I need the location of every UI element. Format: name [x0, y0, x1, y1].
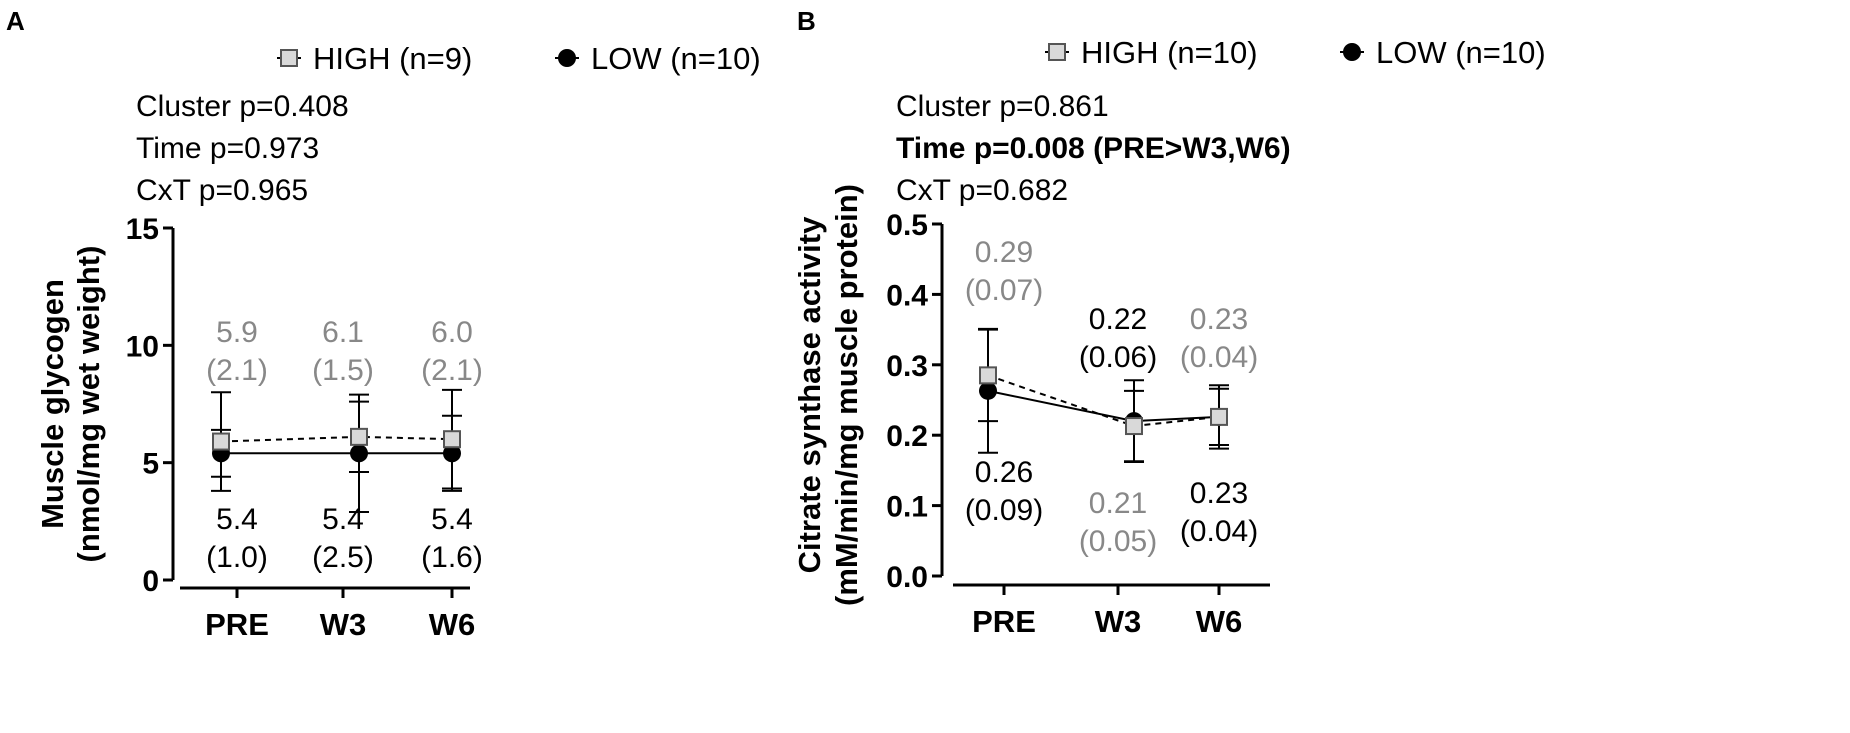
panel-label: B	[797, 6, 816, 36]
marker-high	[1125, 417, 1143, 436]
panel-b: B Cluster p=0.861 Time p=0.008 (PRE>W3,W…	[792, 0, 1850, 733]
data-label-sd: (0.09)	[965, 494, 1043, 527]
legend-label: LOW (n=10)	[1376, 35, 1546, 70]
marker-high	[1210, 407, 1228, 426]
y-axis-subtitle: (mM/min/mg muscle protein)	[829, 184, 864, 606]
y-tick-label: 0.1	[886, 491, 928, 524]
legend-marker-square	[280, 49, 298, 67]
data-label-mean: 0.21	[1089, 487, 1147, 520]
legend-marker-square	[1048, 43, 1066, 61]
x-tick-label: W6	[429, 607, 476, 642]
y-axis-subtitle: (nmol/mg wet weight)	[71, 246, 106, 563]
y-tick-label: 0.4	[886, 279, 928, 312]
stat-cluster: Cluster p=0.408	[136, 90, 349, 123]
data-label-mean: 0.22	[1089, 303, 1147, 336]
y-tick-label: 0.2	[886, 420, 928, 453]
legend-marker-circle	[1343, 43, 1361, 61]
stat-cxt: CxT p=0.682	[896, 174, 1069, 207]
legend-label: LOW (n=10)	[591, 41, 761, 76]
y-tick-label: 15	[126, 213, 159, 246]
data-label-mean: 6.0	[431, 316, 473, 349]
data-label-sd: (0.06)	[1079, 341, 1157, 374]
marker-high	[350, 427, 368, 446]
data-label-sd: (2.1)	[421, 354, 483, 387]
legend-marker-circle	[558, 49, 576, 67]
panel-label: A	[6, 6, 25, 36]
data-label-sd: (2.5)	[312, 541, 374, 574]
legend-label: HIGH (n=9)	[313, 41, 472, 76]
panel-a: A Cluster p=0.408 Time p=0.973 CxT p=0.9…	[6, 6, 761, 642]
y-tick-label: 0.0	[886, 561, 928, 594]
data-label-sd: (0.04)	[1180, 341, 1258, 374]
y-axis-title: Muscle glycogen	[35, 279, 70, 529]
marker-high	[212, 432, 230, 451]
chart-a: HIGH (n=9) LOW (n=10) 0 5 10 15 PRE W3 W6 Muscle …	[35, 41, 761, 642]
data-label-mean: 0.23	[1190, 303, 1248, 336]
series-line-high	[220, 435, 453, 443]
y-tick-label: 0.3	[886, 350, 928, 383]
x-tick-label: PRE	[972, 604, 1036, 639]
stat-cxt: CxT p=0.965	[136, 174, 309, 207]
marker-low	[350, 444, 368, 463]
stat-time: Time p=0.008 (PRE>W3,W6)	[896, 132, 1291, 165]
marker-high	[979, 366, 997, 385]
x-tick-label: W3	[1095, 604, 1142, 639]
y-tick-label: 0	[142, 565, 159, 598]
legend-label: HIGH (n=10)	[1081, 35, 1258, 70]
data-label-sd: (1.6)	[421, 541, 483, 574]
series-line-low	[987, 389, 1220, 423]
data-label-sd: (0.04)	[1180, 515, 1258, 548]
data-label-sd: (1.0)	[206, 541, 268, 574]
marker-high	[443, 430, 461, 449]
stats-block: Cluster p=0.861 Time p=0.008 (PRE>W3,W6)…	[896, 86, 1291, 212]
data-label-mean: 0.26	[975, 456, 1033, 489]
y-tick-label: 0.5	[886, 209, 928, 242]
data-label-mean: 5.4	[216, 503, 258, 536]
data-label-mean: 0.29	[975, 236, 1033, 269]
marker-low	[443, 444, 461, 463]
stat-time: Time p=0.973	[136, 132, 320, 165]
stat-cluster: Cluster p=0.861	[896, 90, 1109, 123]
data-label-sd: (1.5)	[312, 354, 374, 387]
x-tick-label: PRE	[205, 607, 269, 642]
stats-block: Cluster p=0.408 Time p=0.973 CxT p=0.965	[136, 86, 349, 212]
y-axis-title: Citrate synthase activity	[792, 216, 827, 573]
data-label-sd: (2.1)	[206, 354, 268, 387]
data-label-sd: (0.07)	[965, 274, 1043, 307]
data-label-mean: 0.23	[1190, 477, 1248, 510]
y-tick-label: 5	[142, 448, 159, 481]
x-tick-label: W6	[1196, 604, 1243, 639]
data-label-mean: 5.9	[216, 316, 258, 349]
data-label-mean: 5.4	[322, 503, 364, 536]
data-label-sd: (0.05)	[1079, 525, 1157, 558]
data-label-mean: 5.4	[431, 503, 473, 536]
y-tick-label: 10	[126, 330, 159, 363]
x-tick-label: W3	[320, 607, 367, 642]
chart-b: HIGH (n=10) LOW (n=10) 0.0 0.1 0.2 0.3 0.4 0.5 P…	[792, 35, 1546, 639]
data-label-mean: 6.1	[322, 316, 364, 349]
marker-low	[979, 381, 997, 400]
